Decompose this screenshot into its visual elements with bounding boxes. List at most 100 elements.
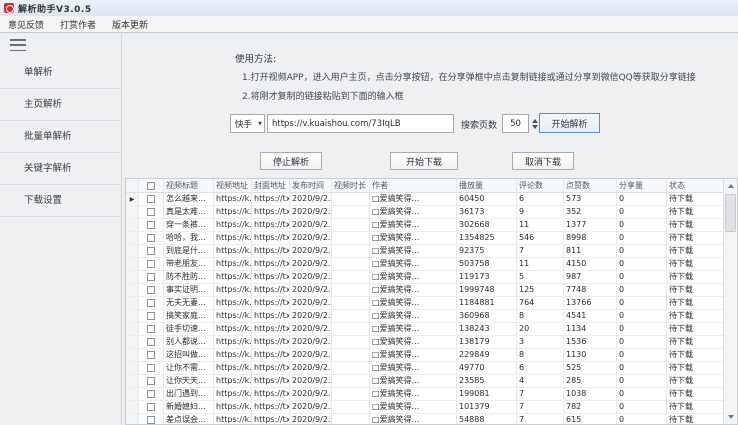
menu-item-update[interactable]: 版本更新 [112,20,149,31]
row-checkbox[interactable] [147,325,155,333]
sidebar-item-homepage-parse[interactable]: 主页解析 [0,89,121,121]
row-checkbox[interactable] [147,221,155,229]
header-likes[interactable]: 点赞数 [564,179,617,192]
cancel-download-button[interactable]: 取消下载 [512,152,574,170]
vertical-scrollbar[interactable] [723,179,737,424]
titlebar[interactable]: 解析助手V3.0.5 [0,0,738,16]
table-row[interactable]: 让你不需...https://k...https://tx...2020/9/2… [126,362,724,375]
cell-title: 别人都说... [164,336,214,348]
pages-stepper-value: 50 [510,118,521,129]
stepper-up-icon[interactable] [531,118,538,123]
start-download-button[interactable]: 开始下载 [390,152,458,170]
scroll-up-icon[interactable] [724,179,737,193]
table-row[interactable]: 别人都说...https://k...https://tx...2020/9/2… [126,336,724,349]
url-input[interactable] [267,114,454,133]
sidebar: 单解析 主页解析 批量单解析 关键字解析 下载设置 [0,34,122,425]
cell-duration [332,349,370,361]
table-row[interactable]: 出门遇到...https://k...https://tx...2020/9/2… [126,388,724,401]
cell-comments: 7 [517,414,564,424]
header-cover-url[interactable]: 封面地址 [252,179,290,192]
row-checkbox[interactable] [147,299,155,307]
header-comments[interactable]: 评论数 [517,179,564,192]
table-row[interactable]: 带老朋友...https://k...https://tx...2020/9/2… [126,258,724,271]
menu-item-donate[interactable]: 打赏作者 [60,20,97,31]
cell-video-url: https://k... [216,258,252,270]
header-title[interactable]: 视频标题 [164,179,214,192]
sidebar-item-batch-parse[interactable]: 批量单解析 [0,121,121,153]
header-duration[interactable]: 视频时长 [332,179,370,192]
row-checkbox[interactable] [147,260,155,268]
row-checkbox[interactable] [147,273,155,281]
cell-shares: 0 [617,414,667,424]
cell-status: 待下载 [669,389,693,398]
row-checkbox[interactable] [147,351,155,359]
cell-likes: 987 [564,271,617,283]
row-checkbox[interactable] [147,195,155,203]
header-shares[interactable]: 分享量 [617,179,667,192]
table-row[interactable]: 搞笑家庭...https://k...https://tx...2020/9/2… [126,310,724,323]
header-author[interactable]: 作者 [370,179,457,192]
table-row[interactable]: 真是太难...https://k...https://tx...2020/9/2… [126,206,724,219]
table-row[interactable]: 让你天天...https://k...https://tx...2020/9/2… [126,375,724,388]
cell-shares: 0 [617,284,667,296]
row-checkbox[interactable] [147,286,155,294]
header-plays[interactable]: 播放量 [457,179,517,192]
cell-publish-date: 2020/9/2... [292,193,332,205]
table-row[interactable]: 穿一条裤...https://k...https://tx...2020/9/2… [126,219,724,232]
cell-comments: 6 [517,193,564,205]
stepper-down-icon[interactable] [531,124,538,129]
table-row[interactable]: 徒手切速...https://k...https://tx...2020/9/2… [126,323,724,336]
cell-likes: 1536 [564,336,617,348]
row-checkbox-cell [139,349,164,361]
row-checkbox[interactable] [147,377,155,385]
start-parse-button[interactable]: 开始解析 [539,113,600,133]
hamburger-menu-icon[interactable] [10,39,28,51]
sidebar-item-download-settings[interactable]: 下载设置 [0,185,121,217]
row-checkbox[interactable] [147,364,155,372]
sidebar-item-keyword-parse[interactable]: 关键字解析 [0,153,121,185]
cell-title: 差点误会... [164,414,214,424]
row-checkbox[interactable] [147,208,155,216]
cell-author: □爱搞笑得... [370,245,457,257]
table-row[interactable]: 新婚媳妇...https://k...https://tx...2020/9/2… [126,401,724,414]
table-row[interactable]: 事实证明...https://k...https://tx...2020/9/2… [126,284,724,297]
cell-likes: 4541 [564,310,617,322]
table-row[interactable]: 哈哈，我...https://k...https://tx...2020/9/2… [126,232,724,245]
sidebar-item-single-parse[interactable]: 单解析 [0,57,121,89]
table-row[interactable]: 防不胜防...https://k...https://tx...2020/9/2… [126,271,724,284]
table-row[interactable]: 到底是什...https://k...https://tx...2020/9/2… [126,245,724,258]
row-checkbox[interactable] [147,234,155,242]
cell-video-url: https://k... [216,232,252,244]
cell-plays: 199081 [457,388,517,400]
select-all-checkbox[interactable] [147,181,155,190]
cell-cover-url: https://tx... [252,375,290,387]
table-row[interactable]: ▶ 怎么越来...https://k...https://tx...2020/9/… [126,193,724,206]
cell-cover-url: https://tx... [252,193,290,205]
cell-comments: 11 [517,258,564,270]
row-checkbox[interactable] [147,312,155,320]
row-checkbox[interactable] [147,403,155,411]
platform-dropdown[interactable]: 快手 ▼ [230,114,265,133]
stop-parse-button[interactable]: 停止解析 [260,152,322,170]
cell-publish-date: 2020/9/2... [292,297,332,309]
scrollbar-thumb[interactable] [725,194,736,232]
header-publish-date[interactable]: 发布时间 [290,179,332,192]
cell-author: □爱搞笑得... [370,206,457,218]
row-selector-cell [126,297,139,309]
cell-status: 待下载 [669,194,693,203]
header-status[interactable]: 状态 [669,181,685,190]
pages-stepper[interactable]: 50 [502,114,529,133]
scroll-down-icon[interactable] [724,410,737,424]
table-row[interactable]: 差点误会...https://k...https://tx...2020/9/2… [126,414,724,424]
menu-item-feedback[interactable]: 意见反馈 [8,20,45,31]
table-row[interactable]: 无夫无妻...https://k...https://tx...2020/9/2… [126,297,724,310]
row-checkbox[interactable] [147,247,155,255]
row-checkbox[interactable] [147,390,155,398]
row-checkbox[interactable] [147,338,155,346]
table-row[interactable]: 这招叫做...https://k...https://tx...2020/9/2… [126,349,724,362]
header-video-url[interactable]: 视频地址 [214,179,252,192]
cell-title: 到底是什... [164,245,214,257]
row-checkbox[interactable] [147,416,155,424]
row-checkbox-cell [139,323,164,335]
cell-status: 待下载 [669,363,693,372]
